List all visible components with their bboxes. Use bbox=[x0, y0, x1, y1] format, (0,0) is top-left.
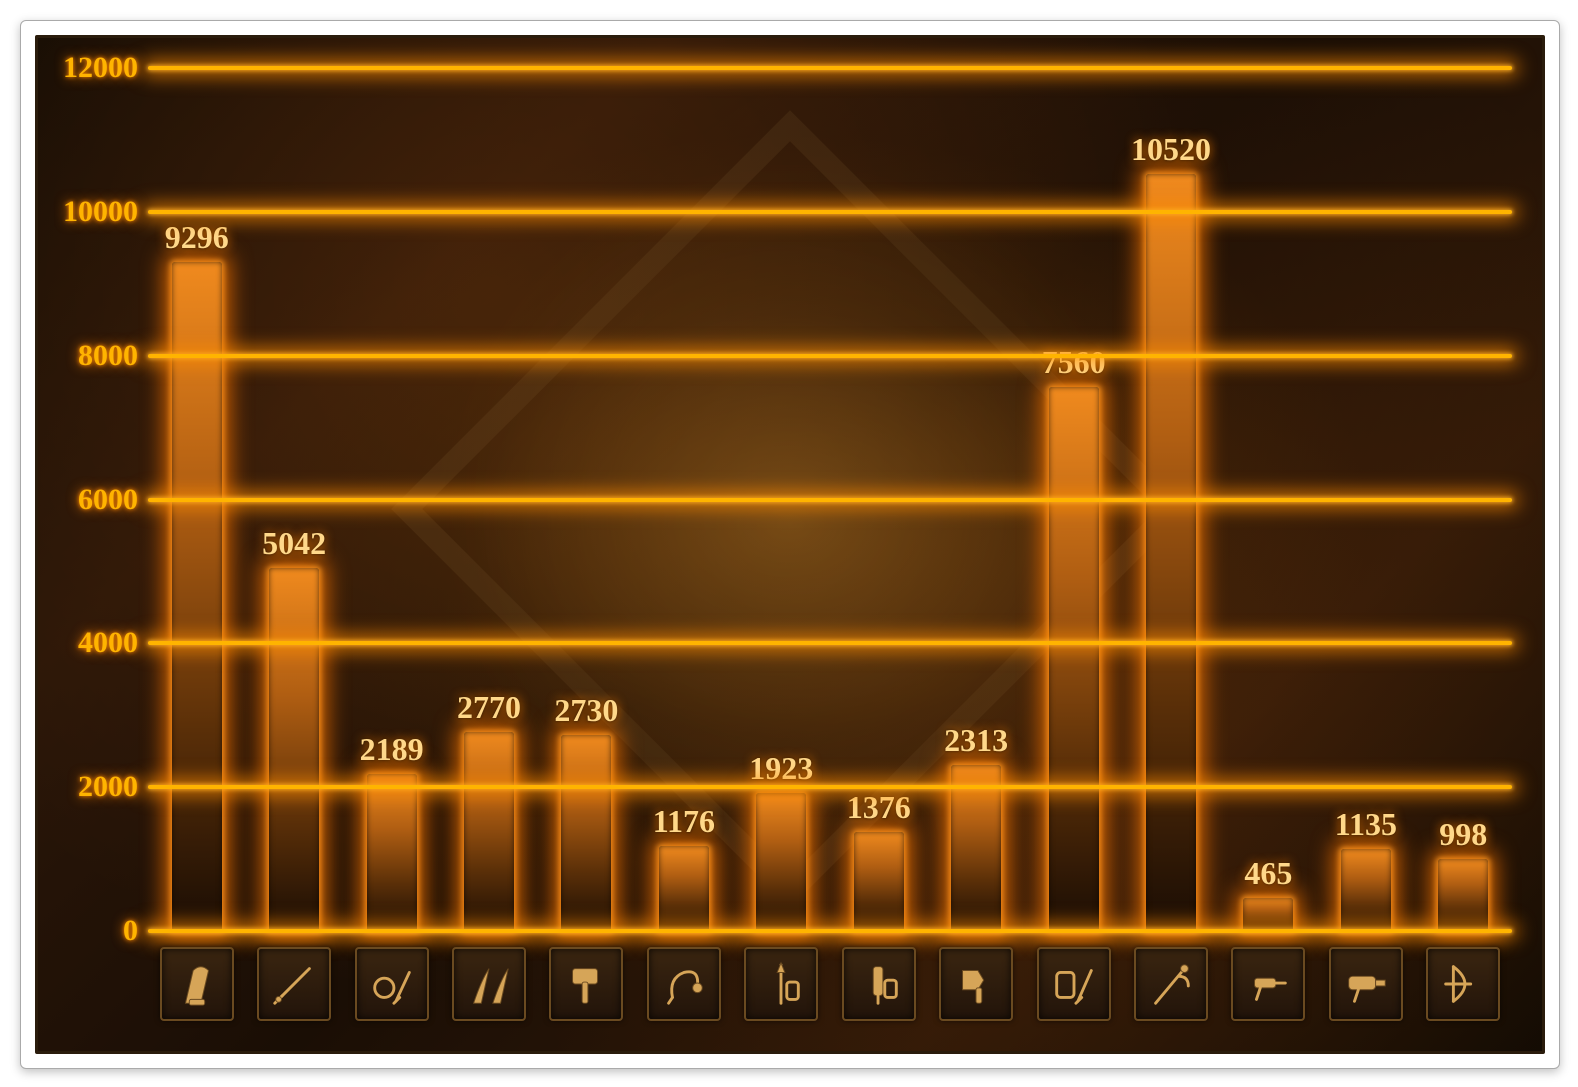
insect-glaive-icon bbox=[1134, 947, 1208, 1021]
hunting-horn-icon bbox=[647, 947, 721, 1021]
plot-area: 9296 5042 2189 2770 2730 1176 1923 1376 2313 7560… bbox=[148, 68, 1512, 931]
bar: 10520 bbox=[1146, 174, 1196, 931]
charge-blade-icon bbox=[1037, 947, 1111, 1021]
hammer-icon bbox=[549, 947, 623, 1021]
heavy-bowgun-icon bbox=[1329, 947, 1403, 1021]
dual-blades-icon bbox=[452, 947, 526, 1021]
gridline bbox=[148, 641, 1512, 645]
bow-icon bbox=[1426, 947, 1500, 1021]
bar-value-label: 2730 bbox=[554, 692, 618, 729]
bar-value-label: 9296 bbox=[165, 219, 229, 256]
bar: 2189 bbox=[367, 774, 417, 931]
bar: 9296 bbox=[172, 262, 222, 931]
bar-value-label: 1176 bbox=[653, 803, 715, 840]
bar-value-label: 2189 bbox=[360, 731, 424, 768]
bar-value-label: 2770 bbox=[457, 689, 521, 726]
gridline bbox=[148, 66, 1512, 70]
y-tick-label: 12000 bbox=[63, 51, 138, 85]
y-tick-label: 0 bbox=[123, 914, 138, 948]
bar-value-label: 1923 bbox=[749, 750, 813, 787]
bar-value-label: 5042 bbox=[262, 525, 326, 562]
bar-value-label: 7560 bbox=[1042, 344, 1106, 381]
switch-axe-icon bbox=[939, 947, 1013, 1021]
great-sword-icon bbox=[160, 947, 234, 1021]
bar: 1376 bbox=[854, 832, 904, 931]
y-tick-label: 6000 bbox=[78, 483, 138, 517]
gridline bbox=[148, 354, 1512, 358]
chart-panel: 9296 5042 2189 2770 2730 1176 1923 1376 2313 7560… bbox=[35, 35, 1545, 1054]
bar: 2770 bbox=[464, 732, 514, 931]
bar: 1135 bbox=[1341, 849, 1391, 931]
gridline bbox=[148, 785, 1512, 789]
bar-value-label: 1135 bbox=[1335, 806, 1397, 843]
bar-value-label: 1376 bbox=[847, 789, 911, 826]
long-sword-icon bbox=[257, 947, 331, 1021]
bar: 998 bbox=[1438, 859, 1488, 931]
gridline bbox=[148, 929, 1512, 933]
gridline bbox=[148, 498, 1512, 502]
card-frame: 9296 5042 2189 2770 2730 1176 1923 1376 2313 7560… bbox=[20, 20, 1560, 1069]
bar-value-label: 465 bbox=[1244, 855, 1292, 892]
lance-icon bbox=[744, 947, 818, 1021]
x-axis-icons bbox=[148, 947, 1512, 1027]
y-tick-label: 2000 bbox=[78, 770, 138, 804]
bar: 1923 bbox=[756, 793, 806, 931]
sword-shield-icon bbox=[355, 947, 429, 1021]
gunlance-icon bbox=[842, 947, 916, 1021]
y-tick-label: 4000 bbox=[78, 626, 138, 660]
bar: 2313 bbox=[951, 765, 1001, 931]
y-tick-label: 10000 bbox=[63, 195, 138, 229]
bar: 5042 bbox=[269, 568, 319, 931]
bar-value-label: 2313 bbox=[944, 722, 1008, 759]
bar: 7560 bbox=[1049, 387, 1099, 931]
bar: 1176 bbox=[659, 846, 709, 931]
bar: 465 bbox=[1243, 898, 1293, 931]
bar-value-label: 10520 bbox=[1131, 131, 1211, 168]
light-bowgun-icon bbox=[1231, 947, 1305, 1021]
bar-value-label: 998 bbox=[1439, 816, 1487, 853]
y-tick-label: 8000 bbox=[78, 339, 138, 373]
gridline bbox=[148, 210, 1512, 214]
bar: 2730 bbox=[561, 735, 611, 931]
